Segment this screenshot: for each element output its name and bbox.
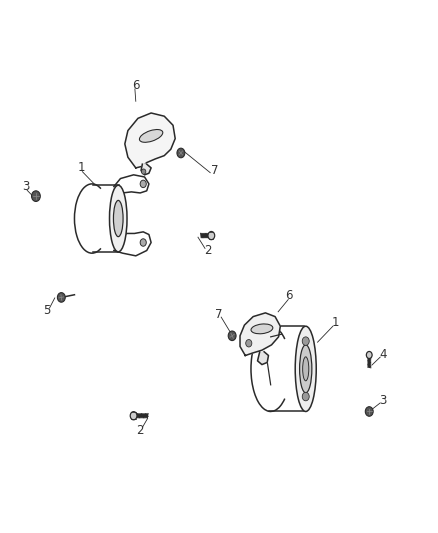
Text: 3: 3 — [22, 180, 29, 193]
Text: 5: 5 — [44, 304, 51, 317]
Text: 1: 1 — [77, 161, 85, 174]
Text: 6: 6 — [132, 79, 140, 92]
Circle shape — [130, 411, 137, 420]
Text: 2: 2 — [204, 244, 212, 257]
Ellipse shape — [295, 326, 316, 411]
Ellipse shape — [251, 324, 273, 334]
Circle shape — [140, 180, 146, 188]
Ellipse shape — [300, 345, 312, 393]
Circle shape — [302, 337, 309, 345]
Circle shape — [57, 293, 65, 302]
Circle shape — [366, 351, 372, 359]
Polygon shape — [258, 352, 268, 365]
Text: 1: 1 — [331, 316, 339, 329]
Circle shape — [365, 407, 373, 416]
Circle shape — [32, 191, 40, 201]
Polygon shape — [141, 164, 151, 175]
Circle shape — [177, 148, 185, 158]
Ellipse shape — [113, 200, 123, 237]
Circle shape — [228, 331, 236, 341]
Ellipse shape — [303, 357, 309, 381]
Circle shape — [140, 239, 146, 246]
Polygon shape — [240, 313, 280, 356]
Text: 3: 3 — [380, 394, 387, 407]
Circle shape — [302, 392, 309, 401]
Circle shape — [141, 169, 146, 174]
Circle shape — [246, 340, 252, 347]
Polygon shape — [125, 113, 175, 168]
Text: 6: 6 — [285, 289, 293, 302]
Text: 2: 2 — [136, 424, 144, 437]
Text: 4: 4 — [379, 348, 387, 361]
Circle shape — [208, 231, 215, 240]
Ellipse shape — [110, 185, 127, 252]
Text: 7: 7 — [215, 308, 223, 321]
Ellipse shape — [139, 130, 163, 142]
Text: 7: 7 — [211, 164, 219, 177]
